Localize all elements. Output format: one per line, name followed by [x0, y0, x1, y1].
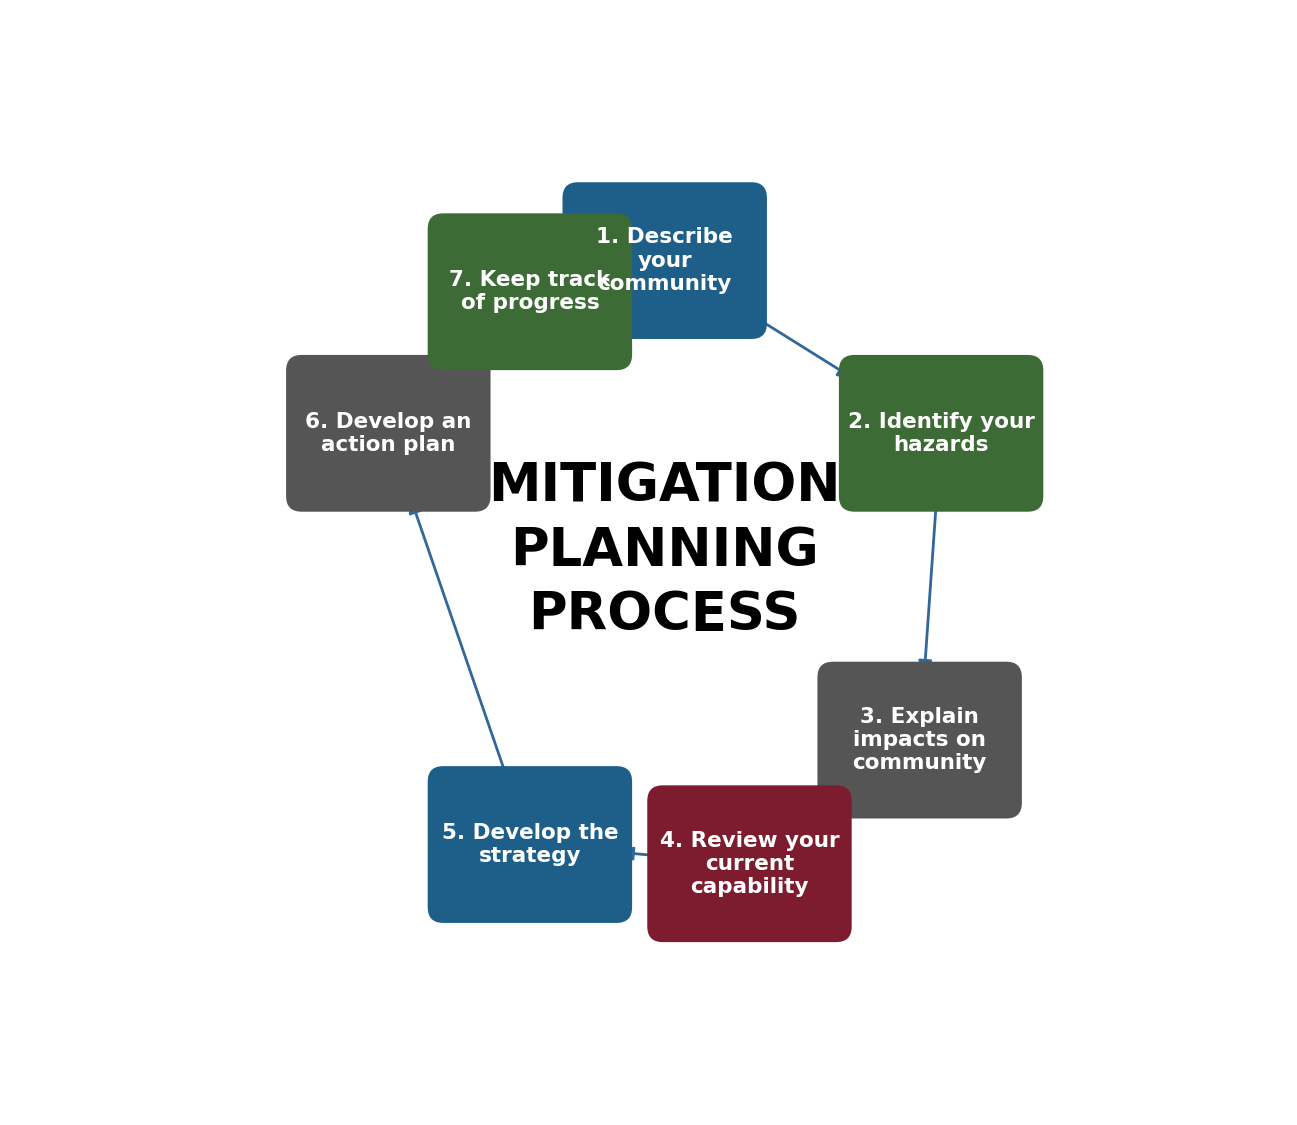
FancyBboxPatch shape: [428, 766, 632, 922]
Text: 2. Identify your
hazards: 2. Identify your hazards: [848, 412, 1035, 455]
FancyBboxPatch shape: [839, 354, 1043, 512]
FancyBboxPatch shape: [817, 662, 1022, 819]
Text: 3. Explain
impacts on
community: 3. Explain impacts on community: [852, 706, 987, 773]
Text: 6. Develop an
action plan: 6. Develop an action plan: [305, 412, 472, 455]
FancyBboxPatch shape: [563, 182, 767, 339]
Text: 5. Develop the
strategy: 5. Develop the strategy: [441, 822, 619, 866]
FancyBboxPatch shape: [647, 785, 852, 942]
Text: 1. Describe
your
community: 1. Describe your community: [597, 227, 733, 294]
Text: MITIGATION
PLANNING
PROCESS: MITIGATION PLANNING PROCESS: [489, 460, 840, 641]
FancyBboxPatch shape: [428, 214, 632, 370]
FancyBboxPatch shape: [287, 354, 490, 512]
Text: 7. Keep track
of progress: 7. Keep track of progress: [449, 270, 611, 314]
Text: 4. Review your
current
capability: 4. Review your current capability: [660, 830, 839, 897]
